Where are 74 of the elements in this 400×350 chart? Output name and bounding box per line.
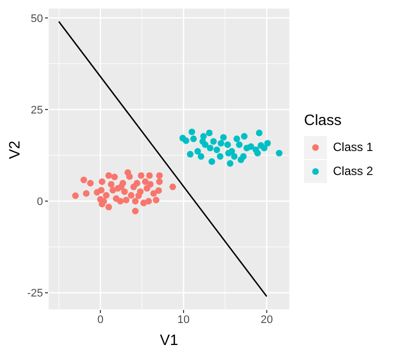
point — [240, 132, 248, 140]
point — [134, 180, 140, 186]
point — [82, 190, 90, 197]
point — [150, 190, 157, 197]
point — [145, 198, 152, 204]
point — [98, 186, 105, 194]
point — [135, 192, 142, 199]
point — [144, 185, 150, 192]
x-tick-label: 20 — [260, 314, 273, 326]
point — [216, 153, 224, 160]
point — [105, 204, 112, 210]
x-tick-label: 10 — [177, 314, 190, 326]
point — [264, 140, 271, 147]
point — [199, 138, 206, 145]
point — [260, 144, 268, 152]
point — [190, 136, 197, 142]
point — [214, 146, 220, 154]
x-tick-label: 0 — [97, 314, 104, 326]
y-axis-title: V2 — [6, 140, 24, 159]
point — [117, 198, 124, 204]
point — [80, 176, 88, 184]
point — [206, 144, 214, 152]
point — [182, 137, 190, 144]
legend-label: Class 2 — [333, 164, 374, 178]
point — [188, 128, 196, 136]
point — [208, 158, 216, 165]
point — [126, 173, 133, 180]
point — [142, 178, 149, 186]
point — [105, 172, 112, 179]
point — [240, 153, 247, 160]
point — [146, 172, 153, 179]
point — [87, 180, 94, 186]
point — [256, 130, 263, 136]
point — [156, 178, 163, 186]
point — [225, 150, 232, 156]
point — [224, 141, 231, 148]
point — [128, 192, 134, 199]
legend-title: Class — [304, 112, 343, 129]
point — [169, 184, 176, 190]
point — [248, 143, 254, 150]
y-tick-label: 25 — [30, 104, 43, 116]
point — [218, 140, 224, 147]
point — [72, 192, 79, 199]
point — [230, 153, 238, 160]
point — [206, 130, 213, 136]
point — [138, 172, 144, 179]
point — [186, 150, 194, 158]
point — [236, 141, 243, 148]
y-tick-label: 50 — [30, 12, 43, 25]
point — [233, 136, 240, 142]
legend-label: Class 1 — [333, 140, 374, 154]
x-axis-title: V1 — [160, 332, 178, 349]
point — [220, 134, 227, 141]
point — [111, 174, 118, 180]
point — [102, 192, 110, 199]
point — [118, 184, 124, 190]
point — [122, 196, 130, 204]
point — [132, 198, 139, 204]
point — [210, 138, 217, 145]
point — [98, 178, 106, 186]
point — [276, 150, 282, 156]
point — [156, 172, 163, 179]
point — [132, 208, 139, 214]
point — [254, 150, 261, 156]
point — [155, 187, 162, 194]
point — [110, 186, 116, 194]
point — [198, 153, 204, 160]
point — [121, 188, 128, 195]
y-tick-label: -25 — [27, 288, 43, 300]
y-tick-label: 0 — [36, 196, 43, 208]
point — [152, 196, 160, 204]
point — [226, 160, 234, 167]
point — [108, 180, 115, 188]
point — [194, 148, 201, 155]
